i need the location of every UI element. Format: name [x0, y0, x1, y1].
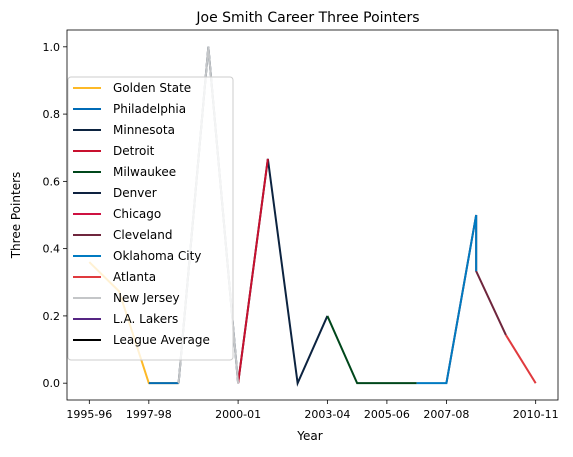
y-tick-label: 1.0 [43, 41, 61, 54]
y-tick-label: 0.8 [43, 108, 61, 121]
x-axis-label: Year [296, 429, 322, 443]
x-tick-label: 1997-98 [126, 408, 172, 421]
legend-label: Minnesota [113, 123, 175, 137]
legend-label: League Average [113, 333, 210, 347]
y-tick-label: 0.6 [43, 175, 61, 188]
series-line-detroit [237, 158, 269, 384]
x-tick-label: 1995-96 [66, 408, 112, 421]
series-line-oklahoma-city [416, 214, 478, 385]
legend-label: Milwaukee [113, 165, 176, 179]
legend-label: Philadelphia [113, 102, 186, 116]
y-axis: 0.0 0.2 0.4 0.6 0.8 1.0 [43, 41, 67, 390]
legend-label: Denver [113, 186, 157, 200]
series-line-milwaukee [326, 315, 417, 385]
x-tick-label: 2010-11 [513, 408, 559, 421]
x-tick-label: 2003-04 [304, 408, 350, 421]
y-axis-label: Three Pointers [9, 172, 23, 260]
legend-label: Detroit [113, 144, 155, 158]
legend-label: L.A. Lakers [113, 312, 178, 326]
legend-box [67, 76, 234, 361]
x-tick-label: 2000-01 [215, 408, 261, 421]
legend-label: Oklahoma City [113, 249, 201, 263]
y-tick-label: 0.0 [43, 377, 61, 390]
chart-title: Joe Smith Career Three Pointers [195, 10, 419, 26]
x-tick-label: 2005-06 [364, 408, 410, 421]
x-tick-label: 2007-08 [423, 408, 469, 421]
legend-label: Chicago [113, 207, 161, 221]
plot-frame [66, 29, 559, 401]
x-axis: 1995-96 1997-98 2000-01 2003-04 2005-06 2007-… [66, 400, 559, 421]
series-line-atlanta [505, 334, 537, 384]
y-tick-label: 0.2 [43, 310, 61, 323]
y-tick-label: 0.4 [43, 243, 61, 256]
legend-label: Cleveland [113, 228, 173, 242]
legend-label: Atlanta [113, 270, 156, 284]
legend-label: New Jersey [113, 291, 180, 305]
legend-label: Golden State [113, 81, 191, 95]
legend: Golden State Philadelphia Minnesota Detroit… [67, 76, 234, 361]
